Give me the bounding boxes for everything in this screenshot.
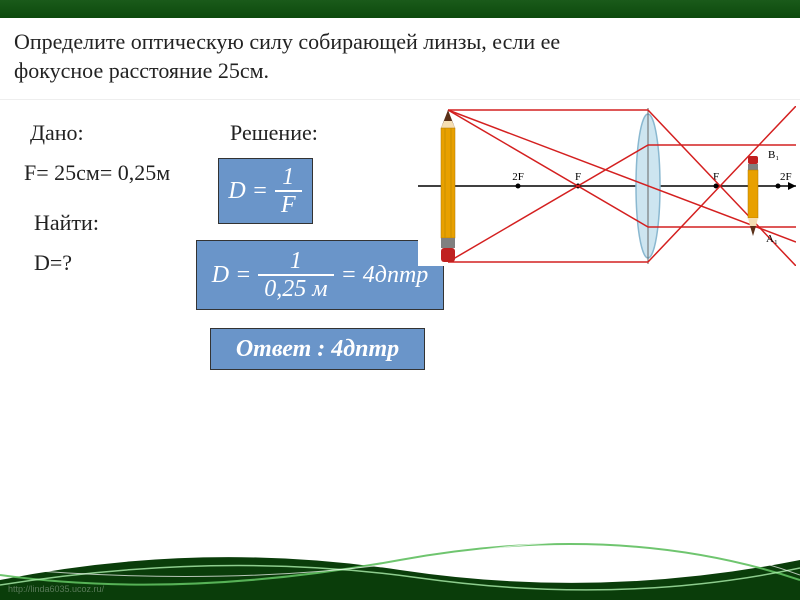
formula-1: D = 1 F (218, 158, 313, 224)
svg-text:2F: 2F (780, 171, 792, 183)
problem-line1: Определите оптическую силу собирающей ли… (14, 29, 560, 54)
svg-text:2F: 2F (512, 171, 524, 183)
find-value: D=? (34, 250, 72, 276)
ray-group-top (448, 110, 796, 266)
problem-line2: фокусное расстояние 25см. (14, 58, 269, 83)
equals-sign: = (249, 178, 271, 205)
given-label: Дано: (30, 120, 84, 146)
f2-num: 1 (284, 248, 308, 274)
footer-wave (0, 530, 800, 600)
svg-text:A: A (444, 106, 452, 108)
f1-den: F (275, 190, 302, 218)
answer-box: Ответ : 4дптр (210, 328, 425, 370)
f2-lhs: D (209, 262, 232, 289)
axis-arrow-icon (788, 182, 796, 190)
given-value: F= 25см= 0,25м (24, 160, 170, 186)
solution-label: Решение: (230, 120, 318, 146)
problem-statement: Определите оптическую силу собирающей ли… (0, 18, 800, 100)
header-bar (0, 0, 800, 18)
lens-ray-diagram: 2F F F 2F (418, 106, 796, 266)
f1-lhs: D (225, 178, 248, 205)
f1-num: 1 (276, 164, 300, 190)
formula-2: D = 1 0,25 м = 4дптр (196, 240, 444, 310)
find-label: Найти: (34, 210, 99, 236)
svg-text:F: F (575, 171, 581, 183)
f2-den: 0,25 м (258, 274, 333, 302)
svg-text:B₁: B₁ (768, 149, 779, 161)
image-pencil-icon: B₁ A₁ (748, 149, 779, 245)
svg-text:A₁: A₁ (766, 233, 778, 245)
content-area: Дано: F= 25см= 0,25м Найти: D=? Решение:… (0, 100, 800, 540)
object-pencil-icon: A (441, 106, 455, 262)
equals-sign: = (232, 262, 254, 289)
credit-url: http://linda6035.ucoz.ru/ (8, 584, 104, 594)
equals-sign: = (338, 262, 360, 289)
answer-text: Ответ : 4дптр (236, 336, 399, 363)
